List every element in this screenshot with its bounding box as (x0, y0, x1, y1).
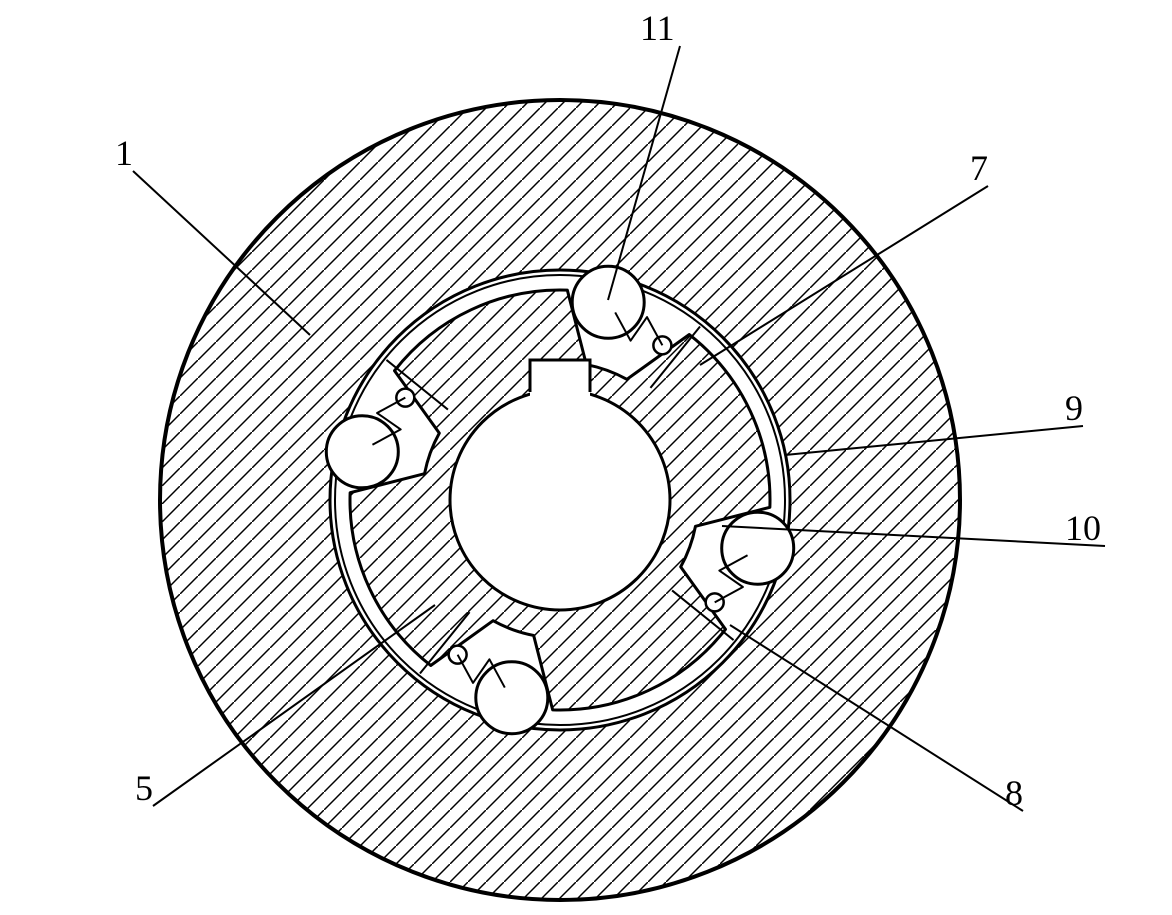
mechanical-diagram: 111791085 (0, 0, 1172, 915)
roller (476, 662, 548, 734)
callout-label: 1 (115, 133, 133, 173)
bore (450, 390, 670, 610)
roller (572, 266, 644, 338)
callout-label: 7 (970, 148, 988, 188)
callout-label: 10 (1065, 508, 1101, 548)
callout-label: 5 (135, 768, 153, 808)
roller (326, 416, 398, 488)
callout-label: 11 (640, 8, 675, 48)
callout-label: 9 (1065, 388, 1083, 428)
keyway-fill (530, 360, 590, 396)
callout-label: 8 (1005, 773, 1023, 813)
roller (722, 512, 794, 584)
